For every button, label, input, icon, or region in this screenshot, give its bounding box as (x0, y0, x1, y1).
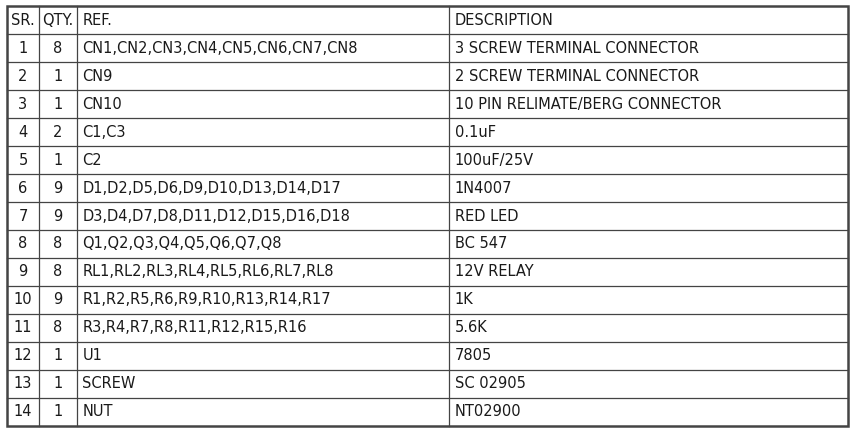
Text: 1: 1 (54, 348, 62, 363)
Text: 100uF/25V: 100uF/25V (455, 153, 534, 168)
Text: QTY.: QTY. (42, 13, 73, 28)
Text: 1K: 1K (455, 292, 473, 307)
Text: U1: U1 (82, 348, 102, 363)
Text: R3,R4,R7,R8,R11,R12,R15,R16: R3,R4,R7,R8,R11,R12,R15,R16 (82, 320, 307, 335)
Text: 1: 1 (19, 41, 27, 56)
Text: 6: 6 (19, 181, 27, 196)
Text: 3: 3 (19, 97, 27, 112)
Text: 3 SCREW TERMINAL CONNECTOR: 3 SCREW TERMINAL CONNECTOR (455, 41, 699, 56)
Text: Q1,Q2,Q3,Q4,Q5,Q6,Q7,Q8: Q1,Q2,Q3,Q4,Q5,Q6,Q7,Q8 (82, 236, 282, 251)
Text: 2: 2 (18, 69, 28, 84)
Text: 0.1uF: 0.1uF (455, 125, 496, 140)
Text: RL1,RL2,RL3,RL4,RL5,RL6,RL7,RL8: RL1,RL2,RL3,RL4,RL5,RL6,RL7,RL8 (82, 264, 334, 279)
Text: C1,C3: C1,C3 (82, 125, 126, 140)
Text: 7805: 7805 (455, 348, 492, 363)
Text: 4: 4 (19, 125, 27, 140)
Text: C2: C2 (82, 153, 102, 168)
Text: SCREW: SCREW (82, 376, 136, 391)
Text: 1: 1 (54, 153, 62, 168)
Text: CN10: CN10 (82, 97, 122, 112)
Text: 2: 2 (53, 125, 63, 140)
Text: 12V RELAY: 12V RELAY (455, 264, 534, 279)
Text: RED LED: RED LED (455, 208, 518, 224)
Text: CN1,CN2,CN3,CN4,CN5,CN6,CN7,CN8: CN1,CN2,CN3,CN4,CN5,CN6,CN7,CN8 (82, 41, 358, 56)
Text: 5.6K: 5.6K (455, 320, 488, 335)
Text: REF.: REF. (82, 13, 112, 28)
Text: 2 SCREW TERMINAL CONNECTOR: 2 SCREW TERMINAL CONNECTOR (455, 69, 699, 84)
Text: NT02900: NT02900 (455, 404, 521, 419)
Text: 10: 10 (14, 292, 32, 307)
Text: 11: 11 (14, 320, 32, 335)
Text: SR.: SR. (11, 13, 35, 28)
Text: D3,D4,D7,D8,D11,D12,D15,D16,D18: D3,D4,D7,D8,D11,D12,D15,D16,D18 (82, 208, 350, 224)
Text: 9: 9 (54, 208, 62, 224)
Text: 1: 1 (54, 69, 62, 84)
Text: 5: 5 (19, 153, 27, 168)
Text: 8: 8 (54, 41, 62, 56)
Text: R1,R2,R5,R6,R9,R10,R13,R14,R17: R1,R2,R5,R6,R9,R10,R13,R14,R17 (82, 292, 331, 307)
Text: SC 02905: SC 02905 (455, 376, 525, 391)
Text: 12: 12 (14, 348, 32, 363)
Text: CN9: CN9 (82, 69, 113, 84)
Text: 9: 9 (54, 181, 62, 196)
Text: 1: 1 (54, 376, 62, 391)
Text: 8: 8 (54, 320, 62, 335)
Text: 13: 13 (14, 376, 32, 391)
Text: 1: 1 (54, 97, 62, 112)
Text: BC 547: BC 547 (455, 236, 507, 251)
Text: 7: 7 (18, 208, 28, 224)
Text: 1: 1 (54, 404, 62, 419)
Text: 10 PIN RELIMATE/BERG CONNECTOR: 10 PIN RELIMATE/BERG CONNECTOR (455, 97, 722, 112)
Text: 14: 14 (14, 404, 32, 419)
Text: 9: 9 (54, 292, 62, 307)
Text: DESCRIPTION: DESCRIPTION (455, 13, 553, 28)
Text: D1,D2,D5,D6,D9,D10,D13,D14,D17: D1,D2,D5,D6,D9,D10,D13,D14,D17 (82, 181, 341, 196)
Text: 1N4007: 1N4007 (455, 181, 513, 196)
Text: 8: 8 (54, 264, 62, 279)
Text: NUT: NUT (82, 404, 113, 419)
Text: 8: 8 (54, 236, 62, 251)
Text: 9: 9 (19, 264, 27, 279)
Text: 8: 8 (19, 236, 27, 251)
